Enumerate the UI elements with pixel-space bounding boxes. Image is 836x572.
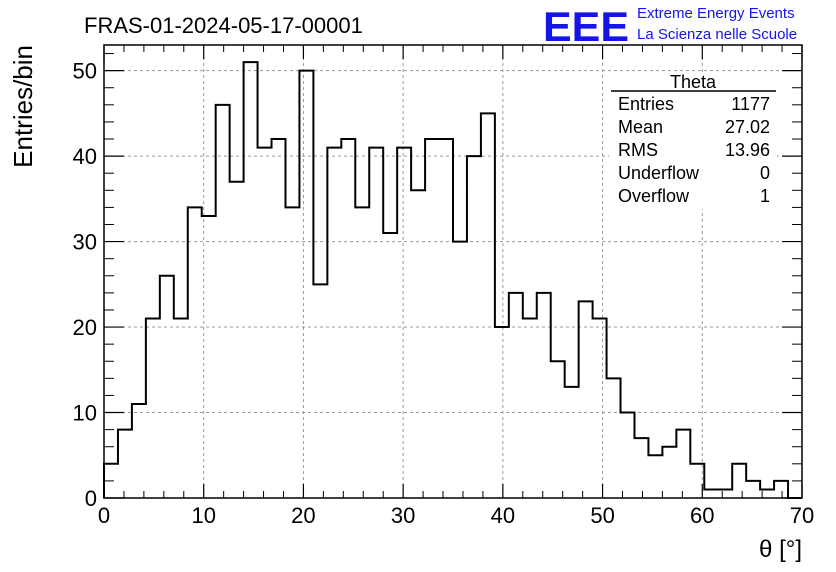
histogram-bin bbox=[467, 156, 481, 498]
histogram-bin bbox=[565, 387, 579, 498]
x-tick-label: 70 bbox=[790, 503, 814, 528]
stats-label: RMS bbox=[618, 140, 658, 160]
histogram-bin bbox=[174, 319, 188, 498]
histogram-bin bbox=[258, 148, 272, 498]
histogram-bin bbox=[704, 489, 718, 498]
stats-value: 0 bbox=[760, 163, 770, 183]
histogram-outline bbox=[103, 61, 802, 499]
histogram-bin bbox=[732, 464, 746, 498]
histogram-bin bbox=[341, 139, 355, 498]
histogram-bin bbox=[216, 105, 230, 498]
run-title: FRAS-01-2024-05-17-00001 bbox=[84, 13, 363, 38]
histogram-bin bbox=[118, 430, 132, 498]
histogram-bin bbox=[453, 242, 467, 498]
stats-box: Theta Entries 1177 Mean 27.02 RMS 13.96 Underf… bbox=[609, 72, 777, 209]
histogram-bin bbox=[774, 481, 788, 498]
histogram-bin bbox=[244, 62, 258, 498]
eee-logo-line1: Extreme Energy Events bbox=[637, 5, 795, 22]
x-tick-label: 0 bbox=[98, 503, 110, 528]
histogram-bin bbox=[327, 148, 341, 498]
y-tick-label: 30 bbox=[73, 230, 97, 255]
histogram-bin bbox=[634, 438, 648, 498]
stats-label: Mean bbox=[618, 117, 663, 137]
eee-logo: EEE Extreme Energy Events La Scienza nel… bbox=[543, 3, 797, 50]
histogram-bin bbox=[439, 139, 453, 498]
histogram-bin bbox=[425, 139, 439, 498]
histogram-bin bbox=[313, 284, 327, 498]
histogram-bin bbox=[202, 216, 216, 498]
stats-value: 1 bbox=[760, 186, 770, 206]
y-tick-label: 50 bbox=[73, 59, 97, 84]
stats-value: 1177 bbox=[731, 94, 770, 114]
stats-label: Entries bbox=[618, 94, 674, 114]
x-axis-label: θ [°] bbox=[759, 536, 802, 563]
histogram-bin bbox=[355, 207, 369, 498]
histogram-bin bbox=[676, 430, 690, 498]
histogram-bin bbox=[188, 207, 202, 498]
stats-rows: Entries 1177 Mean 27.02 RMS 13.96 Underflow 0 Ov… bbox=[618, 94, 770, 206]
histogram-bin bbox=[648, 455, 662, 498]
histogram-bin bbox=[579, 301, 593, 498]
histogram-bin bbox=[607, 378, 621, 498]
histogram-bin bbox=[690, 464, 704, 498]
y-tick-label: 10 bbox=[73, 401, 97, 426]
histogram-bin bbox=[509, 293, 523, 498]
histogram-bin bbox=[383, 233, 397, 498]
x-tick-label: 30 bbox=[391, 503, 415, 528]
x-tick-label: 60 bbox=[690, 503, 714, 528]
histogram-bin bbox=[481, 113, 495, 498]
histogram-bin bbox=[593, 319, 607, 498]
histogram-bin bbox=[537, 293, 551, 498]
histogram-bin bbox=[132, 404, 146, 498]
histogram-bin bbox=[272, 139, 286, 498]
histogram-bin bbox=[104, 464, 118, 498]
histogram-bin bbox=[397, 148, 411, 498]
plot-frame bbox=[103, 44, 803, 499]
stats-label: Underflow bbox=[618, 163, 700, 183]
stats-value: 27.02 bbox=[725, 117, 770, 137]
x-tick-label: 40 bbox=[491, 503, 515, 528]
histogram-bin bbox=[760, 489, 774, 498]
histogram-bin bbox=[523, 319, 537, 498]
histogram-bin bbox=[230, 182, 244, 498]
histogram-bin bbox=[551, 361, 565, 498]
histogram-bin bbox=[285, 207, 299, 498]
histogram-bin bbox=[160, 276, 174, 498]
y-tick-label: 40 bbox=[73, 144, 97, 169]
stats-value: 13.96 bbox=[725, 140, 770, 160]
stats-label: Overflow bbox=[618, 186, 690, 206]
x-tick-label: 10 bbox=[191, 503, 215, 528]
histogram-bin bbox=[621, 413, 635, 498]
histogram-bin bbox=[718, 489, 732, 498]
histogram-bin bbox=[411, 190, 425, 498]
histogram-bin bbox=[369, 148, 383, 498]
x-tick-label: 50 bbox=[590, 503, 614, 528]
x-tick-label: 20 bbox=[291, 503, 315, 528]
eee-logo-line2: La Scienza nelle Scuole bbox=[637, 26, 797, 43]
eee-logo-text: EEE bbox=[543, 3, 629, 50]
y-tick-label: 20 bbox=[73, 315, 97, 340]
y-tick-label: 0 bbox=[85, 486, 97, 511]
stats-title: Theta bbox=[670, 72, 717, 92]
stats-box-frame bbox=[609, 75, 777, 209]
histogram-bin bbox=[299, 71, 313, 498]
histogram-bin bbox=[662, 447, 676, 498]
histogram-bin bbox=[746, 481, 760, 498]
histogram-bin bbox=[146, 319, 160, 498]
histogram-bin bbox=[495, 327, 509, 498]
y-axis-label: Entries/bin bbox=[8, 45, 38, 168]
